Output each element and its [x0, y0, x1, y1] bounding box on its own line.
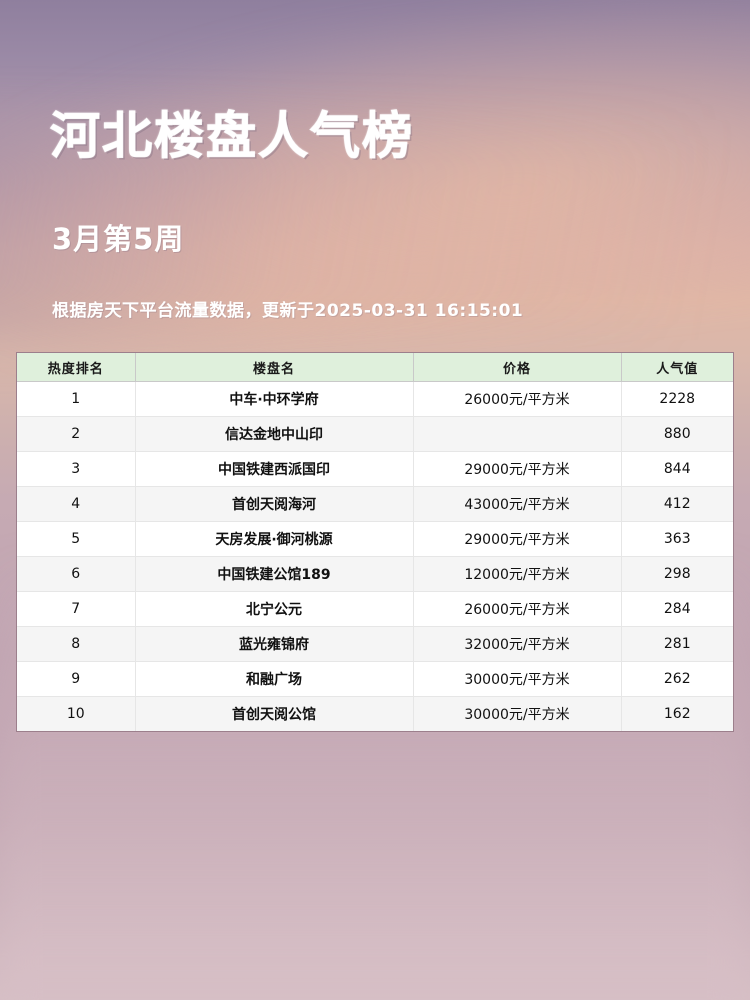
page-subtitle: 3月第5周 — [52, 222, 185, 256]
cell-price — [413, 416, 622, 452]
cell-heat: 412 — [621, 486, 733, 522]
page-title: 河北楼盘人气榜 — [50, 107, 414, 166]
cell-rank: 8 — [17, 626, 136, 662]
cell-heat: 363 — [621, 521, 733, 557]
background-haze-mid — [0, 120, 750, 340]
cell-price: 32000元/平方米 — [413, 626, 622, 662]
table-row: 9 和融广场 30000元/平方米 262 — [17, 661, 733, 697]
table-row: 1 中车·中环学府 26000元/平方米 2228 — [17, 381, 733, 417]
cell-heat: 2228 — [621, 381, 733, 417]
cell-name: 中车·中环学府 — [135, 381, 414, 417]
table-body: 1 中车·中环学府 26000元/平方米 2228 2 信达金地中山印 880 … — [17, 381, 733, 731]
cell-name: 中国铁建西派国印 — [135, 451, 414, 487]
cell-heat: 284 — [621, 591, 733, 627]
cell-name: 信达金地中山印 — [135, 416, 414, 452]
cell-name: 北宁公元 — [135, 591, 414, 627]
table-row: 2 信达金地中山印 880 — [17, 416, 733, 452]
cell-name: 天房发展·御河桃源 — [135, 521, 414, 557]
cell-heat: 880 — [621, 416, 733, 452]
table-header-row: 热度排名 楼盘名 价格 人气值 — [17, 353, 733, 382]
cell-rank: 10 — [17, 696, 136, 731]
ranking-table-container: 热度排名 楼盘名 价格 人气值 1 中车·中环学府 26000元/平方米 222… — [16, 352, 734, 732]
cell-name: 首创天阅公馆 — [135, 696, 414, 731]
column-header-heat: 人气值 — [621, 353, 733, 382]
column-header-price: 价格 — [413, 353, 622, 382]
cell-rank: 6 — [17, 556, 136, 592]
cell-rank: 1 — [17, 381, 136, 417]
cell-heat: 162 — [621, 696, 733, 731]
source-note: 根据房天下平台流量数据，更新于2025-03-31 16:15:01 — [52, 301, 524, 321]
ranking-table: 热度排名 楼盘名 价格 人气值 1 中车·中环学府 26000元/平方米 222… — [17, 353, 733, 731]
cell-heat: 262 — [621, 661, 733, 697]
cell-rank: 7 — [17, 591, 136, 627]
cell-price: 26000元/平方米 — [413, 381, 622, 417]
cell-name: 和融广场 — [135, 661, 414, 697]
table-header: 热度排名 楼盘名 价格 人气值 — [17, 353, 733, 382]
cell-heat: 281 — [621, 626, 733, 662]
cell-price: 30000元/平方米 — [413, 696, 622, 731]
cell-price: 43000元/平方米 — [413, 486, 622, 522]
table-row: 8 蓝光雍锦府 32000元/平方米 281 — [17, 626, 733, 662]
table-row: 6 中国铁建公馆189 12000元/平方米 298 — [17, 556, 733, 592]
table-row: 3 中国铁建西派国印 29000元/平方米 844 — [17, 451, 733, 487]
cell-rank: 5 — [17, 521, 136, 557]
cell-price: 29000元/平方米 — [413, 521, 622, 557]
table-row: 5 天房发展·御河桃源 29000元/平方米 363 — [17, 521, 733, 557]
cell-price: 26000元/平方米 — [413, 591, 622, 627]
table-row: 4 首创天阅海河 43000元/平方米 412 — [17, 486, 733, 522]
cell-heat: 844 — [621, 451, 733, 487]
cell-price: 29000元/平方米 — [413, 451, 622, 487]
column-header-rank: 热度排名 — [17, 353, 136, 382]
table-row: 7 北宁公元 26000元/平方米 284 — [17, 591, 733, 627]
cell-name: 蓝光雍锦府 — [135, 626, 414, 662]
cell-name: 中国铁建公馆189 — [135, 556, 414, 592]
table-row: 10 首创天阅公馆 30000元/平方米 162 — [17, 696, 733, 731]
cell-price: 30000元/平方米 — [413, 661, 622, 697]
cell-rank: 4 — [17, 486, 136, 522]
cell-rank: 9 — [17, 661, 136, 697]
cell-name: 首创天阅海河 — [135, 486, 414, 522]
cell-rank: 3 — [17, 451, 136, 487]
cell-rank: 2 — [17, 416, 136, 452]
column-header-name: 楼盘名 — [135, 353, 414, 382]
cell-price: 12000元/平方米 — [413, 556, 622, 592]
cell-heat: 298 — [621, 556, 733, 592]
